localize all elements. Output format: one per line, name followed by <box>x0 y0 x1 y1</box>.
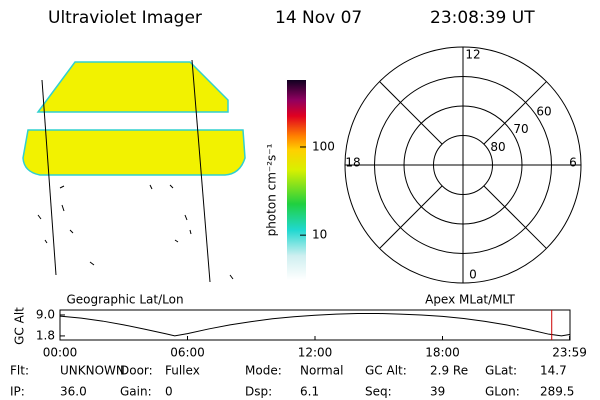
mlt-label: 12 <box>465 48 480 62</box>
polar-diagonal <box>379 185 443 249</box>
lat-ring <box>433 135 493 195</box>
polar-label: Apex MLat/MLT <box>425 293 515 307</box>
status-value: 0 <box>165 385 173 399</box>
mlt-label: 0 <box>469 268 477 282</box>
alt-frame <box>59 309 571 341</box>
lat-label: 70 <box>513 122 528 136</box>
colorbar-tick-label: 100 <box>312 139 335 153</box>
lat-ring <box>403 105 523 225</box>
status-label: GLon: <box>485 385 520 399</box>
status-value: Normal <box>300 364 343 378</box>
x-tick-label: 12:00 <box>298 346 333 360</box>
title: Ultraviolet Imager <box>48 8 202 28</box>
status-label: Dsp: <box>245 385 272 399</box>
status-value: 2.9 Re <box>430 364 468 378</box>
status-value: 14.7 <box>540 364 567 378</box>
status-label: Seq: <box>365 385 392 399</box>
lat-label: 60 <box>536 104 551 118</box>
alt-ylabel: GC Alt <box>13 307 27 345</box>
status-value: Fullex <box>165 364 200 378</box>
mlt-label: 18 <box>345 156 360 170</box>
x-tick-label: 00:00 <box>43 346 78 360</box>
date: 14 Nov 07 <box>275 8 362 28</box>
status-value: 36.0 <box>60 385 87 399</box>
status-label: Door: <box>120 364 153 378</box>
alt-line <box>59 312 570 337</box>
status-value: UNKNOWN <box>60 364 125 378</box>
status-value: 289.5 <box>540 385 574 399</box>
mlt-label: 6 <box>569 156 577 170</box>
colorbar <box>287 80 306 280</box>
x-tick-label: 23:59 <box>552 346 587 360</box>
lat-ring <box>374 76 552 254</box>
y-tick-label: 9.0 <box>36 307 55 321</box>
status-label: Flt: <box>10 364 29 378</box>
status-value: 39 <box>430 385 445 399</box>
polar-diagonal <box>379 81 443 145</box>
status-label: IP: <box>10 385 25 399</box>
time: 23:08:39 UT <box>430 8 535 28</box>
status-label: GC Alt: <box>365 364 407 378</box>
status-value: 6.1 <box>300 385 319 399</box>
imager-label: Geographic Lat/Lon <box>66 293 183 307</box>
colorbar-label: photon cm⁻²s⁻¹ <box>265 143 279 236</box>
imager-image <box>22 59 246 283</box>
polar-diagonal <box>483 185 547 249</box>
status-label: Mode: <box>245 364 282 378</box>
colorbar-tick-label: 10 <box>312 228 327 242</box>
status-label: GLat: <box>485 364 517 378</box>
lat-label: 80 <box>490 140 505 154</box>
x-tick-label: 06:00 <box>170 346 205 360</box>
y-tick-label: 1.8 <box>36 328 55 342</box>
x-tick-label: 18:00 <box>425 346 460 360</box>
polar-diagonal <box>483 81 547 145</box>
status-label: Gain: <box>120 385 152 399</box>
